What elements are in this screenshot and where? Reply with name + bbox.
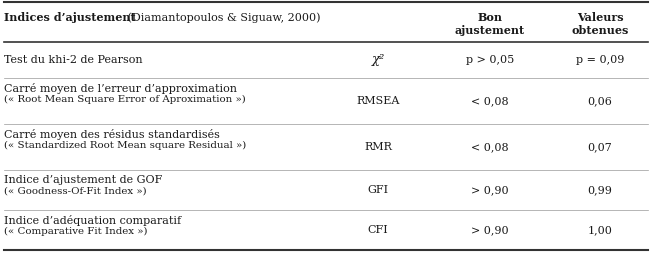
Text: > 0,90: > 0,90 xyxy=(471,185,509,195)
Text: Indice d’adéquation comparatif: Indice d’adéquation comparatif xyxy=(4,215,181,226)
Text: Indice d’ajustement de GOF: Indice d’ajustement de GOF xyxy=(4,175,162,185)
Text: 0,06: 0,06 xyxy=(587,96,612,106)
Text: Carré moyen de l’erreur d’approximation: Carré moyen de l’erreur d’approximation xyxy=(4,83,237,94)
Text: (« Comparative Fit Index »): (« Comparative Fit Index ») xyxy=(4,227,147,236)
Text: p = 0,09: p = 0,09 xyxy=(576,55,624,65)
Text: χ²: χ² xyxy=(371,54,385,67)
Text: 0,07: 0,07 xyxy=(587,142,612,152)
Text: < 0,08: < 0,08 xyxy=(471,142,509,152)
Text: (« Standardized Root Mean square Residual »): (« Standardized Root Mean square Residua… xyxy=(4,141,246,150)
Text: GFI: GFI xyxy=(368,185,389,195)
Text: 1,00: 1,00 xyxy=(587,225,612,235)
Text: (« Root Mean Square Error of Aproximation »): (« Root Mean Square Error of Aproximatio… xyxy=(4,95,246,104)
Text: Valeurs
obtenues: Valeurs obtenues xyxy=(571,12,629,36)
Text: > 0,90: > 0,90 xyxy=(471,225,509,235)
Text: Test du khi-2 de Pearson: Test du khi-2 de Pearson xyxy=(4,55,143,65)
Text: (« Goodness-Of-Fit Index »): (« Goodness-Of-Fit Index ») xyxy=(4,187,147,196)
Text: RMSEA: RMSEA xyxy=(356,96,400,106)
Text: Bon
ajustement: Bon ajustement xyxy=(455,12,525,36)
Text: (Diamantopoulos & Siguaw, 2000): (Diamantopoulos & Siguaw, 2000) xyxy=(124,12,321,23)
Text: RMR: RMR xyxy=(364,142,392,152)
Text: 0,99: 0,99 xyxy=(587,185,612,195)
Text: p > 0,05: p > 0,05 xyxy=(466,55,514,65)
Text: CFI: CFI xyxy=(368,225,389,235)
Text: < 0,08: < 0,08 xyxy=(471,96,509,106)
Text: Carré moyen des résidus standardisés: Carré moyen des résidus standardisés xyxy=(4,129,220,140)
Text: Indices d’ajustement: Indices d’ajustement xyxy=(4,12,136,23)
